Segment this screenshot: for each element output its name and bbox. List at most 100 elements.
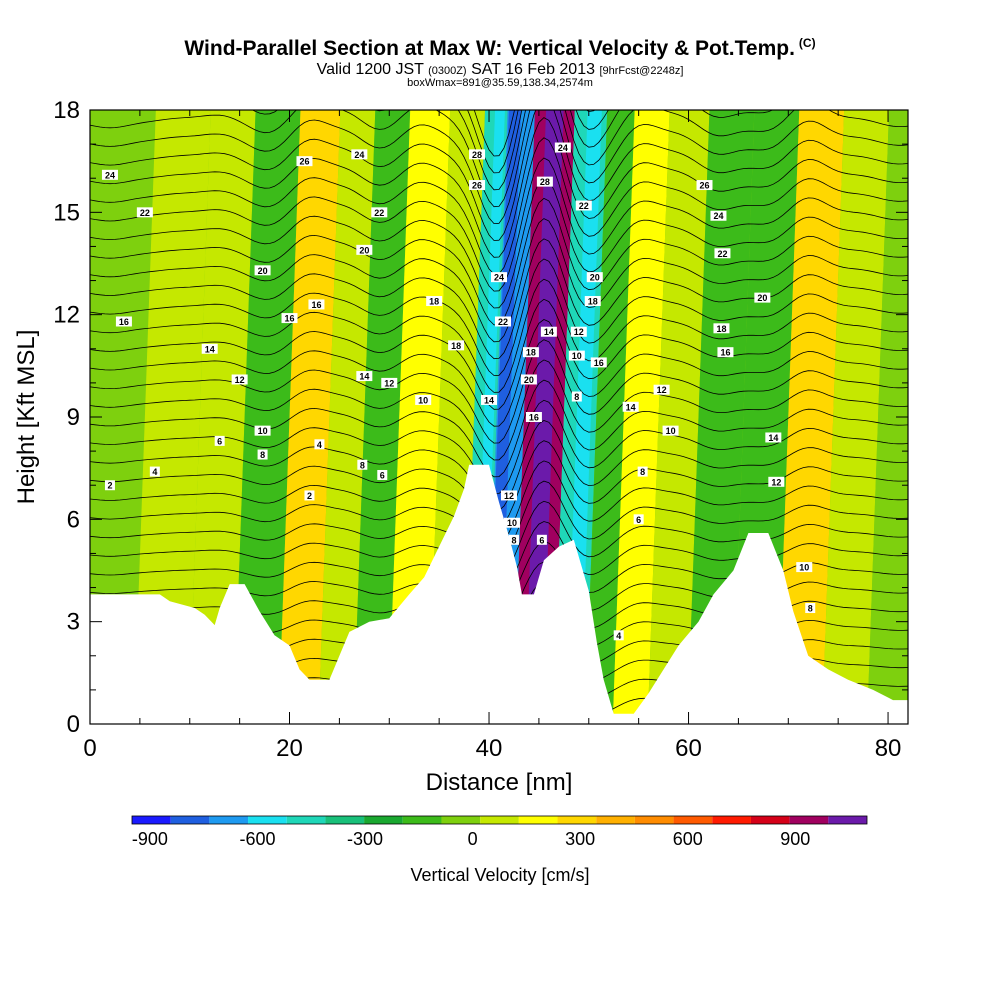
contour-label: 22	[374, 208, 384, 218]
contour-label: 8	[640, 467, 645, 477]
contour-label: 14	[626, 402, 636, 412]
valid-utc: (0300Z)	[428, 65, 467, 77]
box-info: boxWmax=891@35.59,138.34,2574m	[407, 77, 593, 89]
contour-label: 20	[524, 375, 534, 385]
contour-label: 14	[768, 433, 778, 443]
velocity-band	[822, 110, 890, 724]
contour-label: 18	[526, 348, 536, 358]
contour-label: 6	[380, 470, 385, 480]
contour-label-bg	[571, 391, 582, 402]
contour-label-bg	[494, 316, 511, 327]
theta-contour	[90, 117, 908, 258]
contour-label: 8	[574, 392, 579, 402]
velocity-band	[233, 110, 301, 724]
contour-label-bg	[356, 371, 373, 382]
colorbar-swatch	[364, 816, 403, 824]
contour-label-bg	[570, 326, 587, 337]
theta-contour	[90, 298, 908, 410]
chart-subtitle: Valid 1200 JST (0300Z) SAT 16 Feb 2013 […	[0, 61, 1000, 79]
y-tick-label: 12	[53, 302, 80, 329]
y-tick-label: 18	[53, 97, 80, 124]
y-tick-label: 0	[67, 711, 80, 738]
theta-contour	[90, 278, 908, 393]
contour-label-bg	[101, 169, 118, 180]
theta-contour	[90, 110, 908, 208]
contour-label-bg	[622, 401, 639, 412]
theta-contour	[90, 258, 908, 376]
colorbar-swatch	[480, 816, 519, 824]
colorbar-tick-label: 600	[673, 829, 703, 849]
contour-label-bg	[115, 316, 132, 327]
contour-label: 18	[451, 341, 461, 351]
contour-label-bg	[254, 425, 271, 436]
contour-label-bg	[525, 412, 542, 422]
colorbar-tick-label: -900	[132, 829, 168, 849]
colorbar-swatch	[325, 816, 365, 824]
contour-label: 22	[140, 208, 150, 218]
contour-label-bg	[575, 200, 592, 211]
contour-label-bg	[637, 466, 648, 477]
velocity-band	[278, 110, 341, 724]
contour-label-bg	[281, 313, 298, 324]
velocity-band	[647, 110, 710, 724]
contour-label-bg	[426, 296, 443, 307]
contour-label: 10	[572, 351, 582, 361]
contour-label: 8	[511, 535, 516, 545]
colorbar-tick-label: 900	[780, 829, 810, 849]
colorbar-swatch	[789, 816, 829, 824]
velocity-band	[353, 110, 411, 724]
terrain-fill	[90, 464, 908, 724]
contour-label: 22	[498, 317, 508, 327]
x-tick-label: 0	[83, 735, 96, 762]
contour-label-bg	[149, 466, 160, 477]
colorbar-swatch	[209, 816, 249, 824]
contour-label-bg	[448, 340, 465, 351]
contour-label-bg	[508, 534, 519, 545]
contour-label: 12	[657, 385, 667, 395]
colorbar-swatch	[712, 816, 751, 824]
contour-label-bg	[371, 207, 388, 218]
contour-label: 14	[359, 372, 369, 382]
colorbar-swatch	[596, 816, 635, 824]
contour-label: 8	[260, 450, 265, 460]
contour-label: 24	[494, 273, 504, 283]
y-tick-label: 15	[53, 199, 80, 226]
contour-label: 12	[384, 378, 394, 388]
y-tick-label: 6	[67, 506, 80, 533]
contour-label-bg	[633, 514, 644, 525]
contour-label-bg	[713, 323, 730, 334]
velocity-band	[133, 110, 211, 724]
valid-date: SAT 16 Feb 2013	[471, 61, 595, 78]
contour-label-bg	[796, 562, 813, 573]
contour-label: 20	[590, 273, 600, 283]
x-tick-label: 60	[675, 735, 702, 762]
colorbar-swatch	[248, 816, 287, 824]
contour-label-bg	[522, 347, 539, 358]
colorbar-swatch	[673, 816, 713, 824]
contour-label-bg	[503, 517, 520, 528]
contour-label: 16	[594, 358, 604, 368]
contour-label: 16	[119, 317, 129, 327]
colorbar-tick-label: -300	[347, 829, 383, 849]
contour-label-bg	[214, 435, 225, 446]
contour-label-bg	[554, 142, 571, 153]
contour-label-bg	[754, 292, 771, 303]
contour-label-bg	[308, 299, 325, 310]
contour-label: 20	[757, 293, 767, 303]
contour-label-bg	[717, 347, 734, 358]
contour-label: 22	[717, 249, 727, 259]
contour-label: 20	[258, 266, 268, 276]
contour-label-bg	[710, 210, 727, 221]
contour-label-bg	[662, 425, 679, 436]
contour-label: 2	[307, 491, 312, 501]
contour-label-bg	[590, 357, 607, 368]
colorbar-swatch	[441, 816, 481, 824]
contour-label-bg	[714, 248, 731, 259]
contour-label-bg	[296, 156, 313, 167]
contour-label: 10	[507, 518, 517, 528]
colorbar-label: Vertical Velocity [cm/s]	[410, 865, 589, 885]
contour-label-bg	[653, 384, 670, 395]
contour-label-bg	[584, 296, 601, 307]
contour-labels: 2422161412246201626161084224222018181412…	[101, 142, 816, 641]
